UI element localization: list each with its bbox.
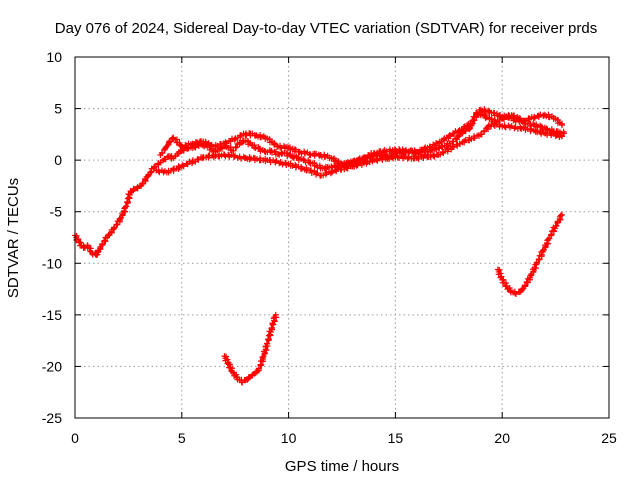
y-tick-label: 5 — [54, 101, 62, 117]
data-trace — [266, 156, 290, 169]
data-trace — [495, 266, 505, 281]
data-trace — [249, 371, 256, 379]
data-trace — [262, 147, 274, 156]
x-tick-label: 25 — [601, 430, 617, 446]
data-trace — [226, 361, 236, 375]
data-trace — [287, 160, 312, 174]
x-tick-label: 20 — [494, 430, 510, 446]
data-trace — [175, 148, 184, 157]
data-trace — [289, 152, 300, 161]
data-point — [559, 133, 566, 140]
data-marks — [72, 106, 568, 386]
data-trace — [222, 151, 248, 162]
data-point — [559, 122, 566, 129]
data-trace — [435, 141, 461, 158]
y-tick-label: -15 — [42, 307, 62, 323]
data-trace — [550, 128, 561, 137]
data-trace — [122, 189, 135, 210]
data-trace — [179, 140, 194, 151]
data-trace — [269, 314, 280, 331]
data-trace — [501, 122, 525, 132]
x-tick-label: 5 — [178, 430, 186, 446]
data-trace — [167, 153, 175, 162]
data-trace — [157, 156, 168, 166]
data-trace — [165, 163, 183, 176]
y-tick-label: -25 — [42, 410, 62, 426]
y-tick-label: 0 — [54, 152, 62, 168]
y-tick-label: 10 — [46, 49, 62, 65]
x-tick-label: 15 — [388, 430, 404, 446]
grid — [75, 57, 609, 418]
series-arc-at-19-8-22-9-h — [494, 211, 566, 298]
data-trace — [522, 124, 547, 137]
data-trace — [366, 152, 376, 161]
x-tick-label: 0 — [71, 430, 79, 446]
data-trace — [170, 136, 184, 149]
series-arc-at-7-9-5-h — [221, 311, 280, 386]
axis-ticks — [74, 56, 610, 419]
y-axis-label: SDTVAR / TECUs — [5, 178, 22, 298]
data-trace — [263, 326, 275, 347]
data-trace — [455, 129, 466, 140]
data-trace — [202, 138, 215, 150]
data-trace — [172, 152, 179, 160]
data-trace — [89, 250, 99, 258]
data-trace — [259, 343, 271, 361]
y-tick-label: -5 — [50, 204, 63, 220]
data-trace — [512, 288, 522, 298]
data-trace — [155, 166, 168, 176]
data-point — [559, 211, 566, 218]
y-tick-label: -10 — [42, 255, 62, 271]
data-trace — [84, 244, 94, 255]
data-trace — [553, 212, 564, 229]
series-main-arc — [72, 109, 568, 259]
data-trace — [426, 139, 440, 151]
data-trace — [517, 285, 526, 295]
data-trace — [393, 146, 419, 156]
data-trace — [394, 153, 418, 162]
data-trace — [341, 158, 354, 168]
data-trace — [116, 204, 129, 222]
data-trace — [223, 144, 235, 154]
series-upper-branch — [157, 106, 566, 168]
data-trace — [539, 236, 552, 254]
x-axis-label: GPS time / hours — [285, 458, 399, 475]
tick-labels: 0 5 10 15 20 25 10 5 0 -5 -10 -15 -20 -25 — [42, 49, 617, 446]
data-trace — [415, 151, 440, 162]
data-point — [272, 311, 279, 318]
plot-frame — [74, 56, 610, 419]
data-trace — [179, 154, 206, 170]
chart-title: Day 076 of 2024, Sidereal Day-to-day VTE… — [55, 20, 597, 37]
y-tick-label: -20 — [42, 358, 62, 374]
data-trace — [467, 107, 483, 128]
data-trace — [244, 154, 269, 165]
data-trace — [526, 120, 537, 129]
x-tick-label: 10 — [281, 430, 297, 446]
data-trace — [542, 129, 565, 141]
data-trace — [151, 160, 162, 170]
data-trace — [252, 368, 261, 376]
data-trace — [283, 150, 293, 159]
data-trace — [446, 128, 462, 140]
data-trace — [507, 288, 518, 296]
series-lower-branch — [153, 120, 566, 179]
data-point — [512, 290, 519, 297]
data-trace — [105, 226, 115, 239]
data-trace — [234, 376, 245, 384]
